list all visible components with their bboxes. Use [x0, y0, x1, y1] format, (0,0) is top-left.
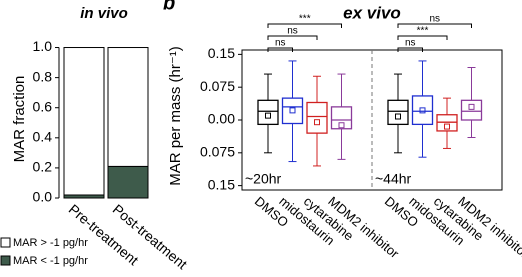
box	[411, 95, 434, 126]
chart-title: in vivo	[80, 5, 128, 22]
y-axis-label: MAR per mass (hr⁻¹)	[167, 46, 184, 186]
significance-label: ns	[429, 14, 440, 25]
chart-title: ex vivo	[343, 3, 401, 22]
y-tick-label: 1.0	[33, 38, 53, 54]
mean-marker	[265, 112, 271, 119]
box	[281, 97, 304, 125]
significance-bracket	[397, 35, 448, 40]
mean-marker	[395, 113, 401, 120]
group-label: ~44hr	[375, 171, 412, 187]
y-tick-label: 0.0	[33, 189, 53, 205]
significance-label: ***	[417, 26, 429, 37]
bar-segment	[63, 47, 105, 196]
box	[330, 106, 353, 130]
significance-bracket	[267, 35, 318, 40]
y-tick-label: 0.8	[33, 68, 53, 84]
box	[306, 101, 328, 134]
mean-marker	[468, 103, 475, 110]
box	[257, 99, 279, 126]
y-tick-label: 0.075	[200, 78, 235, 94]
significance-label: ***	[299, 14, 311, 25]
bar-segment	[107, 47, 149, 167]
mean-marker	[444, 123, 450, 130]
mean-marker	[338, 122, 345, 129]
significance-bracket	[397, 23, 472, 28]
significance-label: ns	[287, 26, 298, 37]
legend-label: MAR > -1 pg/hr	[13, 237, 88, 249]
legend-swatch	[0, 255, 11, 266]
x-tick-label: Post-treatment	[110, 201, 191, 272]
y-axis-label: MAR fraction	[11, 76, 28, 163]
significance-bracket	[267, 23, 342, 28]
significance-label: ns	[405, 38, 416, 49]
mean-marker	[314, 119, 320, 126]
y-tick-label: 0.6	[33, 98, 53, 114]
legend-label: MAR < -1 pg/hr	[13, 255, 88, 267]
significance-label: ns	[275, 38, 286, 49]
box	[460, 99, 483, 121]
y-tick-label: 0.15	[208, 45, 235, 61]
bar-segment	[107, 165, 149, 199]
y-tick-label: 0.075	[200, 144, 235, 160]
significance-bracket	[397, 47, 423, 52]
y-tick-label: 0.00	[208, 111, 235, 127]
mean-marker	[289, 107, 296, 114]
y-tick-label: 0.15	[208, 176, 235, 192]
legend-swatch	[0, 237, 11, 248]
significance-bracket	[267, 47, 293, 52]
y-tick-label: 0.4	[33, 129, 53, 145]
box	[436, 114, 458, 132]
panel-label: b	[163, 0, 175, 14]
mean-marker	[419, 107, 426, 114]
y-tick-label: 0.2	[33, 159, 53, 175]
box	[387, 99, 409, 126]
group-label: ~20hr	[245, 171, 282, 187]
